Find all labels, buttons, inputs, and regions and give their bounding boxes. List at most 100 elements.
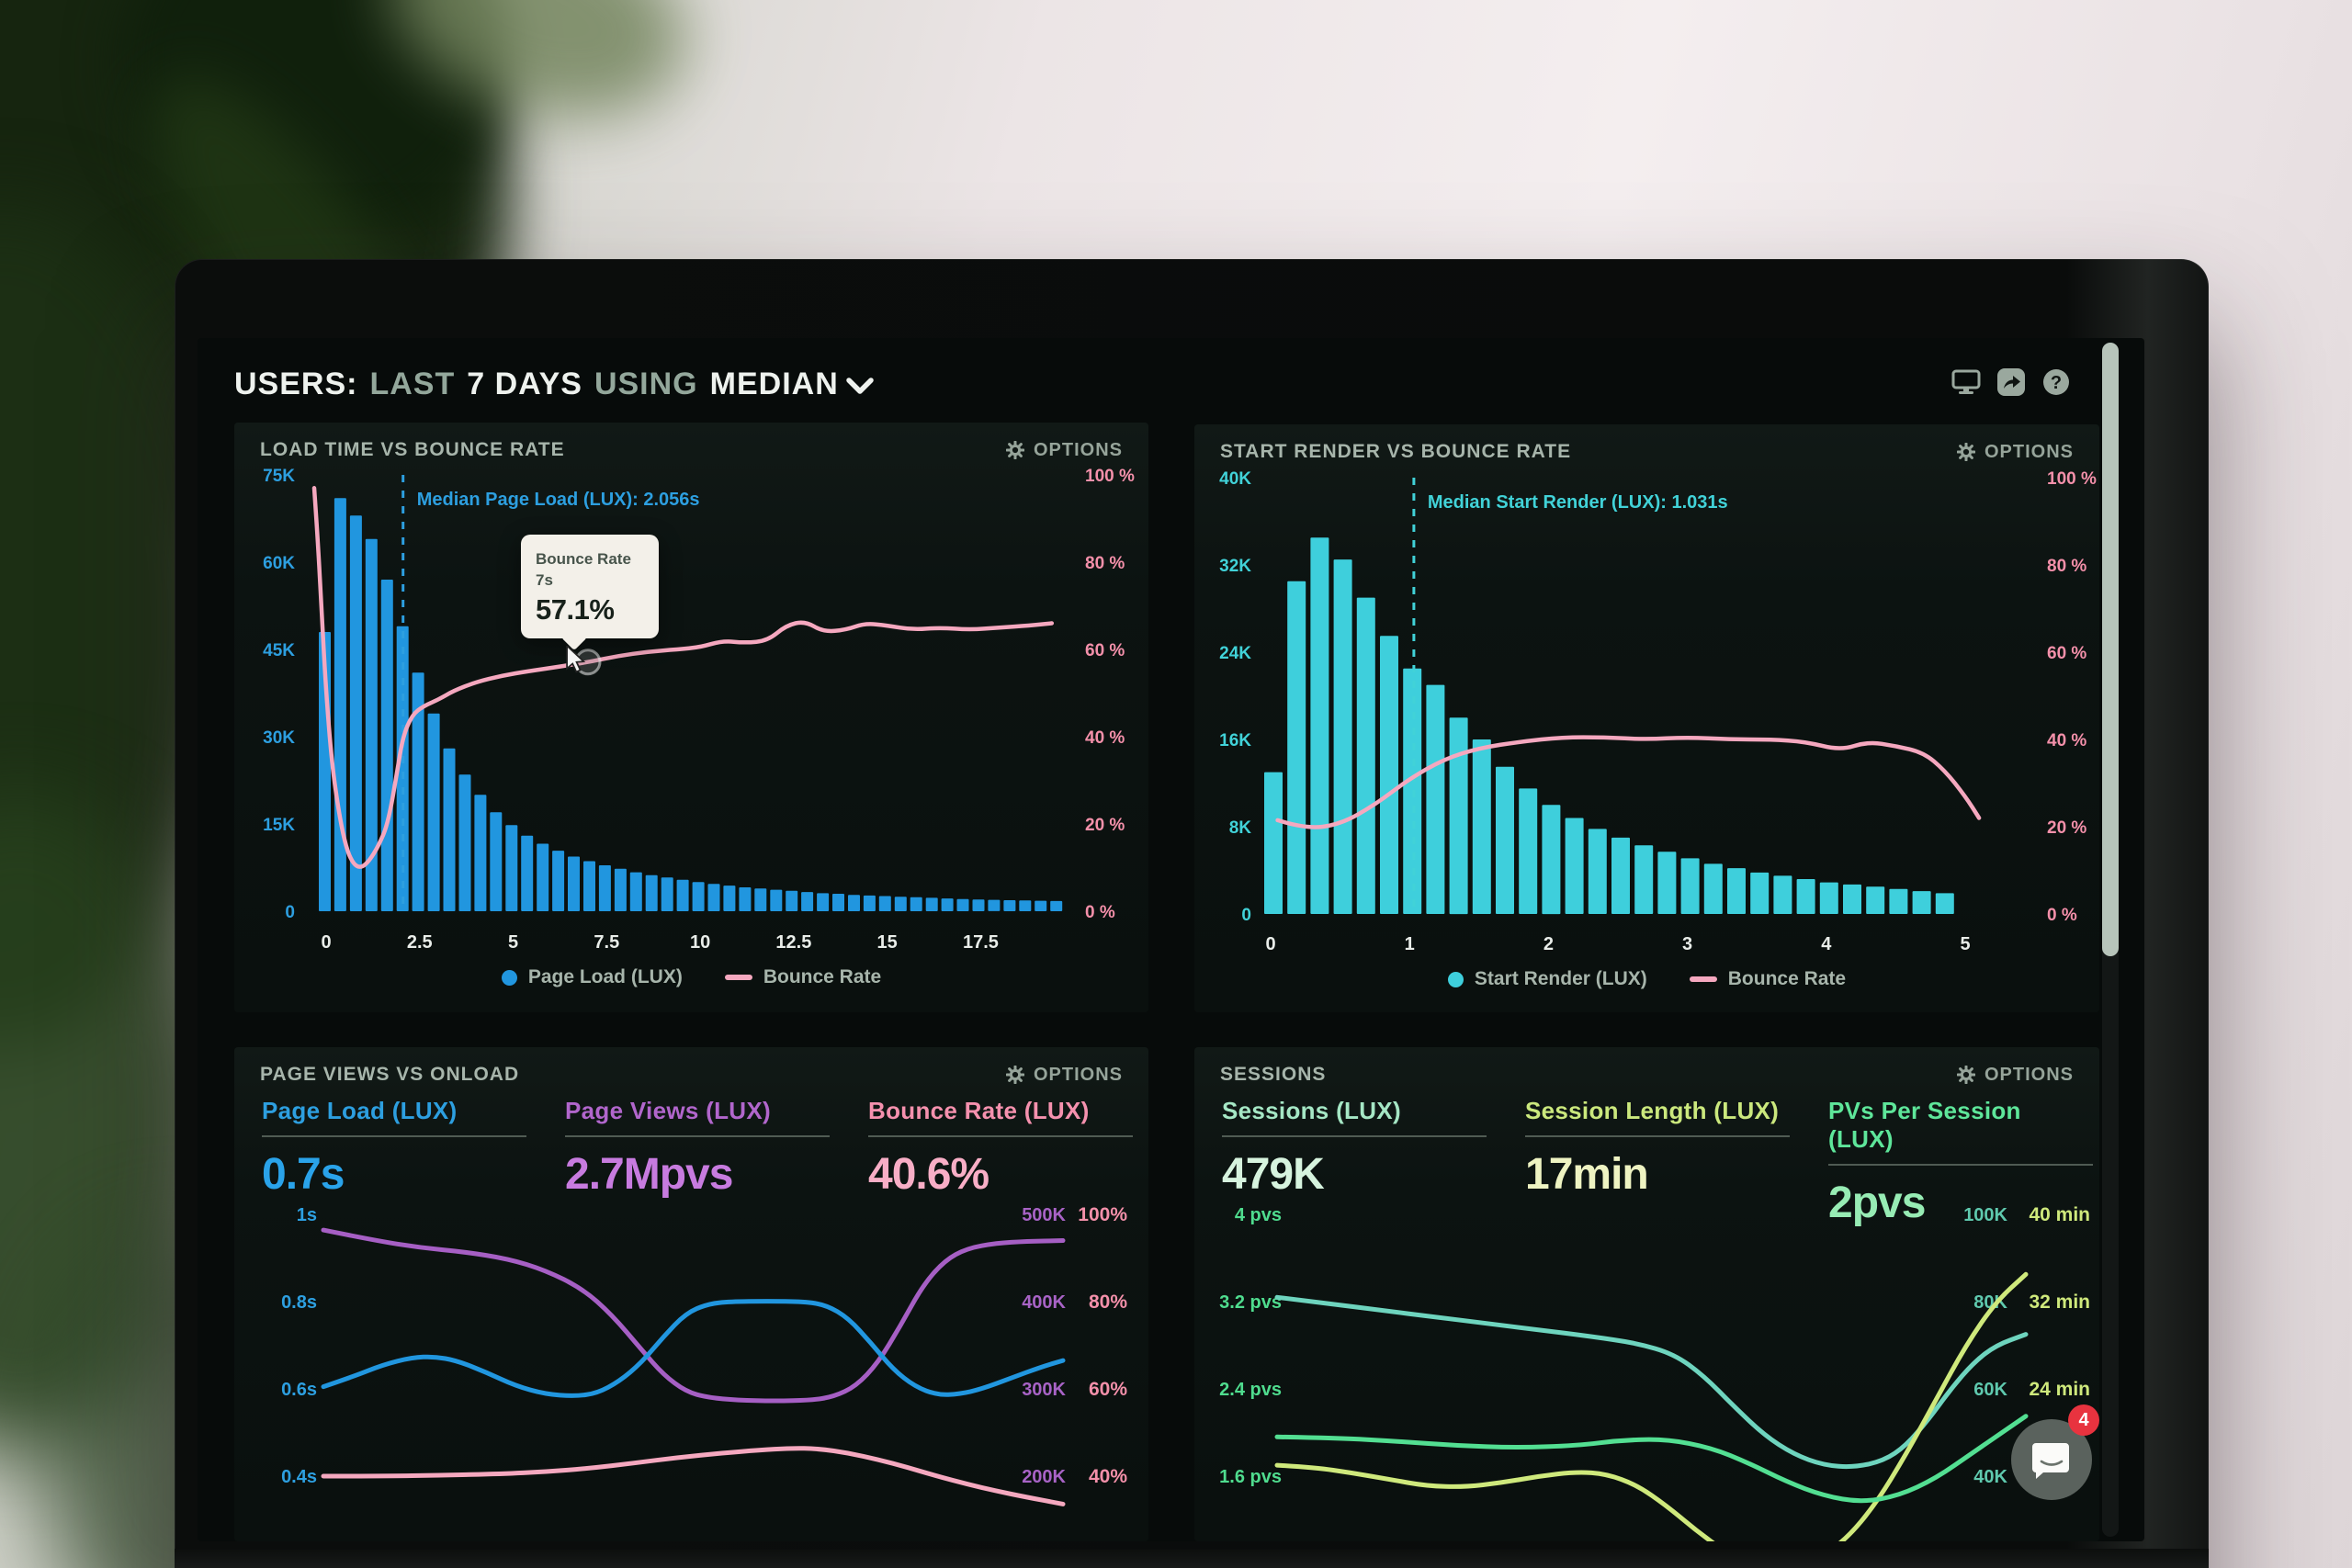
options-button[interactable]: OPTIONS — [1956, 1065, 2074, 1086]
svg-text:17.5: 17.5 — [963, 932, 999, 953]
metric-label: PVs Per Session (LUX) — [1828, 1097, 2021, 1153]
svg-text:0 %: 0 % — [1085, 903, 1115, 922]
panel-header: LOAD TIME VS BOUNCE RATE OPTIONS — [260, 434, 1123, 466]
options-label: OPTIONS — [1033, 439, 1123, 460]
svg-text:0 %: 0 % — [2047, 906, 2077, 925]
legend-dot-icon — [1447, 971, 1464, 987]
median-dropdown-label: MEDIAN — [709, 366, 839, 401]
title-word: LAST — [369, 366, 456, 401]
svg-text:1s: 1s — [297, 1205, 317, 1225]
svg-text:80K: 80K — [1973, 1292, 2007, 1313]
laptop-hinge — [175, 1549, 2209, 1568]
svg-text:80 %: 80 % — [2047, 557, 2086, 576]
metric-row: Page Load (LUX) 0.7s Page Views (LUX) 2.… — [262, 1097, 1133, 1200]
panel-header: SESSIONS OPTIONS — [1220, 1059, 2074, 1090]
tooltip-x-value: 7s — [536, 571, 553, 589]
metric-label: Page Views (LUX) — [565, 1097, 771, 1124]
panel-title: LOAD TIME VS BOUNCE RATE — [260, 439, 565, 460]
svg-text:32K: 32K — [1219, 557, 1251, 576]
svg-text:20 %: 20 % — [2047, 818, 2086, 838]
options-label: OPTIONS — [1984, 441, 2074, 462]
svg-text:80 %: 80 % — [1085, 554, 1125, 573]
legend-label: Bounce Rate — [1727, 968, 1847, 989]
svg-text:12.5: 12.5 — [775, 932, 811, 953]
svg-text:15: 15 — [877, 932, 898, 953]
options-button[interactable]: OPTIONS — [1005, 439, 1123, 461]
svg-text:60K: 60K — [1973, 1380, 2007, 1400]
svg-text:32 min: 32 min — [2029, 1292, 2090, 1313]
legend-item[interactable]: Page Load (LUX) — [501, 966, 683, 988]
metric-underline — [262, 1135, 526, 1137]
chart-legend: Start Render (LUX) Bounce Rate — [1194, 968, 2099, 990]
svg-text:1: 1 — [1405, 934, 1415, 954]
start-render-chart: 40K 32K 24K 16K 8K 0 100 % 80 % 60 % 40 % 20 % 0 % 0… — [1219, 469, 2097, 954]
metric-value: 40.6% — [868, 1150, 989, 1199]
metric-bounce-rate: Bounce Rate (LUX) 40.6% — [868, 1097, 1133, 1200]
metric-value: 479K — [1222, 1150, 1325, 1199]
svg-text:2.5: 2.5 — [407, 932, 433, 953]
legend-label: Start Render (LUX) — [1474, 968, 1647, 989]
chat-launcher-button[interactable]: 4 — [2011, 1404, 2099, 1500]
svg-text:100 %: 100 % — [1085, 467, 1135, 486]
panel-sessions: SESSIONS OPTIONS — [1194, 1047, 2099, 1541]
metric-value: 2.7Mpvs — [565, 1150, 733, 1199]
chat-unread-badge: 4 — [2068, 1404, 2099, 1436]
svg-text:80%: 80% — [1089, 1292, 1127, 1313]
svg-text:60 %: 60 % — [1085, 641, 1125, 660]
median-dropdown[interactable]: MEDIAN — [710, 367, 874, 402]
svg-text:7.5: 7.5 — [594, 932, 619, 953]
title-word: USING — [594, 366, 698, 401]
panel-header: PAGE VIEWS VS ONLOAD OPTIONS — [260, 1059, 1123, 1090]
svg-text:40 %: 40 % — [1085, 728, 1125, 748]
toolbar: ? — [1951, 367, 2072, 397]
svg-text:500K: 500K — [1022, 1205, 1066, 1225]
svg-text:40K: 40K — [1219, 469, 1251, 489]
svg-text:0.4s: 0.4s — [281, 1467, 317, 1487]
mouse-cursor — [566, 646, 586, 673]
load-time-chart: 75K 60K 45K 30K 15K 0 100 % 80 % 60 % 40 % 20 % 0 %… — [263, 467, 1135, 953]
svg-text:5: 5 — [508, 932, 518, 953]
metric-underline — [868, 1135, 1133, 1137]
gear-icon — [1956, 1066, 1975, 1084]
panel-title: START RENDER VS BOUNCE RATE — [1220, 441, 1572, 462]
svg-text:2.4 pvs: 2.4 pvs — [1219, 1380, 1282, 1400]
gear-icon — [1956, 443, 1975, 461]
svg-text:100 %: 100 % — [2047, 469, 2097, 489]
help-icon[interactable]: ? — [2041, 367, 2072, 397]
chart-legend: Page Load (LUX) Bounce Rate — [234, 966, 1148, 988]
metric-sessions: Sessions (LUX) 479K — [1222, 1097, 1525, 1228]
metric-underline — [1828, 1164, 2093, 1166]
metric-value: 2pvs — [1828, 1179, 1926, 1227]
svg-text:45K: 45K — [263, 641, 295, 660]
metric-page-views: Page Views (LUX) 2.7Mpvs — [565, 1097, 868, 1200]
svg-text:3.2 pvs: 3.2 pvs — [1219, 1292, 1282, 1313]
options-button[interactable]: OPTIONS — [1005, 1065, 1123, 1086]
legend-item[interactable]: Start Render (LUX) — [1447, 968, 1647, 990]
scrollbar-thumb[interactable] — [2102, 343, 2119, 956]
tooltip-series: Bounce Rate — [536, 550, 631, 568]
svg-text:0: 0 — [321, 932, 331, 953]
svg-text:40K: 40K — [1973, 1467, 2007, 1487]
legend-item[interactable]: Bounce Rate — [724, 966, 881, 988]
metric-label: Bounce Rate (LUX) — [868, 1097, 1090, 1124]
display-icon[interactable] — [1951, 367, 1982, 397]
chevron-down-icon — [846, 377, 874, 394]
metric-underline — [1222, 1135, 1487, 1137]
svg-text:?: ? — [2051, 373, 2062, 393]
gear-icon — [1005, 1066, 1024, 1084]
svg-text:400K: 400K — [1022, 1292, 1066, 1313]
svg-text:100%: 100% — [1078, 1204, 1127, 1225]
share-icon[interactable] — [1996, 367, 2027, 397]
svg-text:24 min: 24 min — [2029, 1379, 2090, 1400]
svg-text:0.8s: 0.8s — [281, 1292, 317, 1313]
title-subject: USERS: — [234, 366, 358, 401]
options-button[interactable]: OPTIONS — [1956, 441, 2074, 463]
laptop: USERS: LAST 7 DAYS USING MEDIAN — [175, 259, 2209, 1568]
metric-page-load: Page Load (LUX) 0.7s — [262, 1097, 565, 1200]
metric-label: Session Length (LUX) — [1525, 1097, 1780, 1124]
svg-text:40 %: 40 % — [2047, 731, 2086, 750]
svg-text:40%: 40% — [1089, 1466, 1127, 1487]
legend-item[interactable]: Bounce Rate — [1689, 968, 1847, 990]
metric-underline — [1525, 1135, 1790, 1137]
